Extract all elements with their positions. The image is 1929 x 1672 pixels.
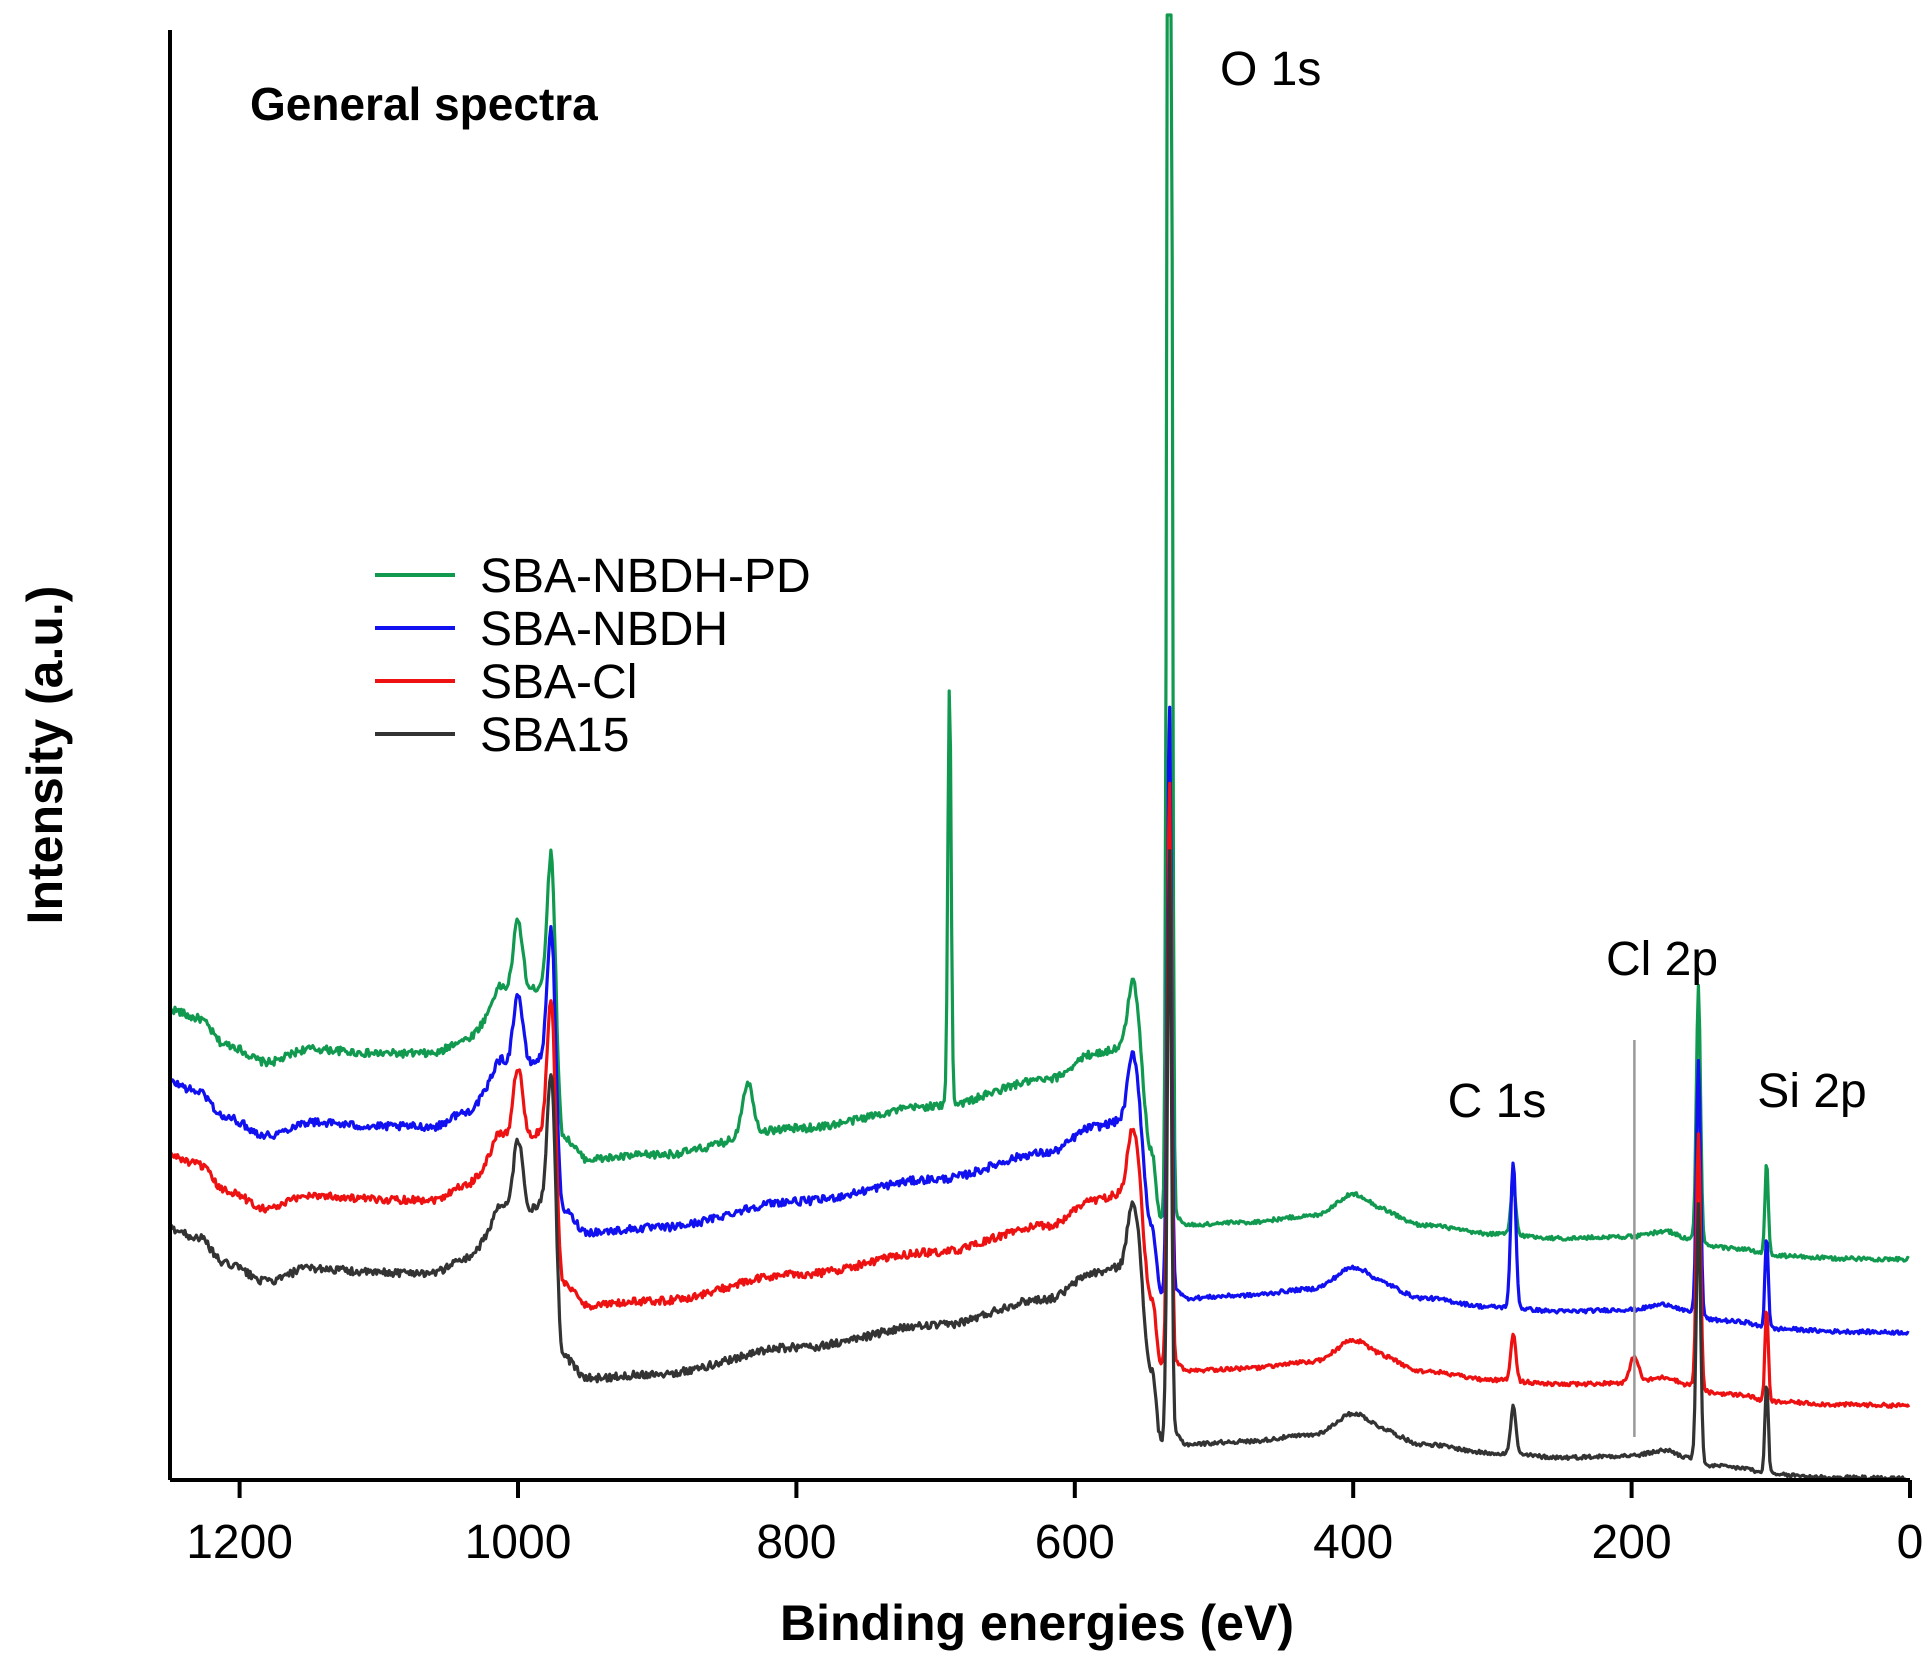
annotation-o-1s: O 1s [1220,43,1321,96]
legend-label: SBA15 [480,709,629,762]
spectra-curves [168,13,1911,1482]
series-line-sba-cl [168,781,1911,1409]
y-axis-title: Intensity (a.u.) [17,586,73,925]
legend-label: SBA-NBDH-PD [480,550,811,603]
x-axis-title: Binding energies (eV) [780,1595,1294,1651]
series-line-sba-nbdh-pd [168,13,1910,1263]
x-tick-label: 600 [1035,1516,1115,1569]
axes: 1200 1000 800 600 400 200 0 [168,30,1924,1569]
legend-label: SBA-NBDH [480,603,728,656]
x-tick-label: 0 [1897,1516,1924,1569]
annotation-cl-2p: Cl 2p [1606,933,1718,986]
series-line-sba15 [168,849,1910,1482]
x-tick-label: 800 [756,1516,836,1569]
peak-annotations: O 1s C 1s Cl 2p Si 2p [1220,43,1867,1128]
legend-label: SBA-Cl [480,656,637,709]
x-tick-label: 400 [1313,1516,1393,1569]
annotation-si-2p: Si 2p [1757,1065,1866,1118]
x-tick-label: 1200 [186,1516,293,1569]
annotation-c-1s: C 1s [1448,1075,1547,1128]
x-tick-label: 200 [1592,1516,1672,1569]
series-line-sba-nbdh [169,705,1910,1336]
x-tick-label: 1000 [465,1516,572,1569]
chart-title: General spectra [250,78,598,130]
